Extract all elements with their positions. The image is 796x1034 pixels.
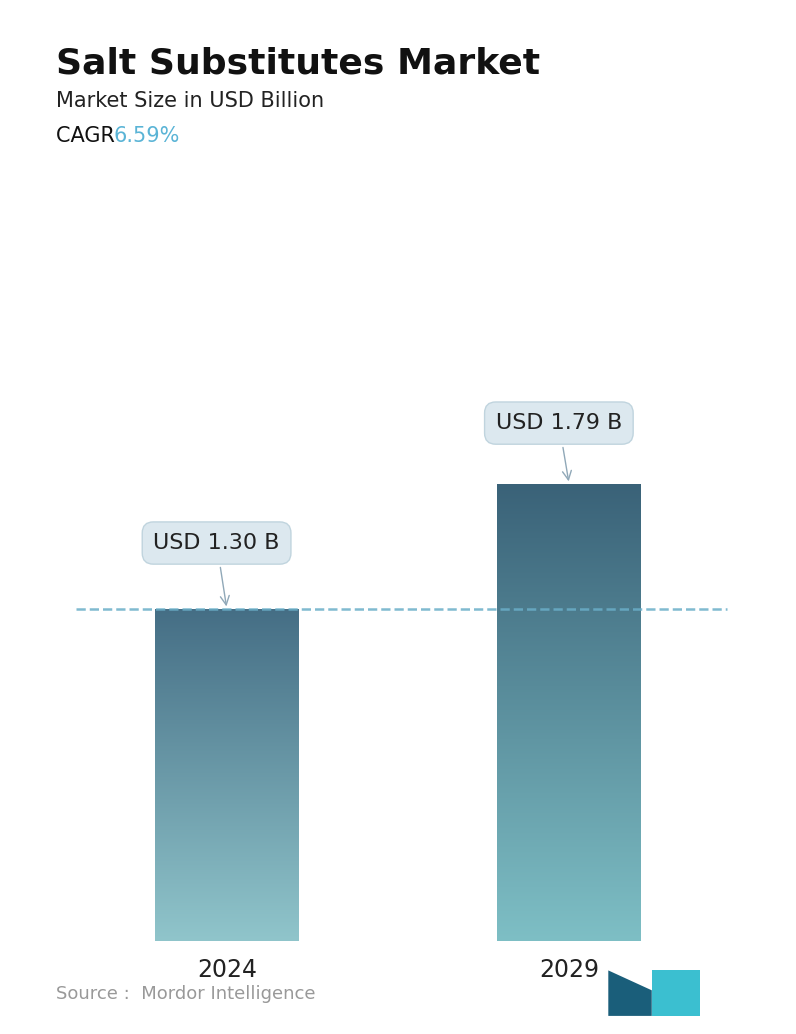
Text: 6.59%: 6.59% [113, 126, 179, 146]
Text: Market Size in USD Billion: Market Size in USD Billion [56, 91, 324, 111]
Polygon shape [652, 970, 700, 1015]
Text: Source :  Mordor Intelligence: Source : Mordor Intelligence [56, 985, 315, 1003]
Text: USD 1.79 B: USD 1.79 B [496, 414, 622, 480]
Text: Salt Substitutes Market: Salt Substitutes Market [56, 47, 540, 81]
Text: CAGR: CAGR [56, 126, 121, 146]
Polygon shape [608, 970, 652, 1015]
Text: USD 1.30 B: USD 1.30 B [154, 534, 280, 605]
